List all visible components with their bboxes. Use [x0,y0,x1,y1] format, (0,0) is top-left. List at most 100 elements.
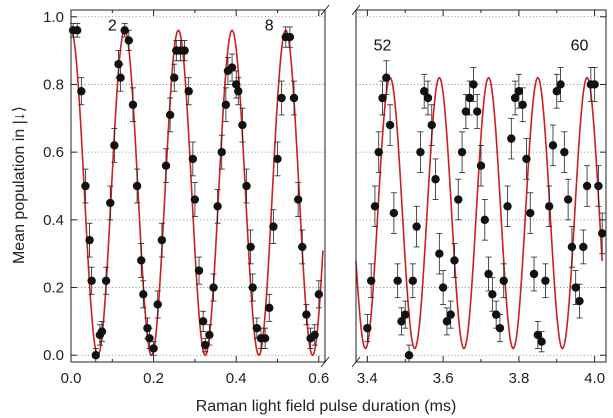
data-point [153,300,162,309]
tick-labels: 0.0 0.2 0.4 0.6 3.4 3.6 3.8 4.0 0.0 0.2 0.4 0.6 0.8 1… [43,9,605,387]
data-point [499,276,508,285]
period-annotation: 8 [265,17,274,34]
break-slash [320,356,330,368]
data-point [128,100,138,109]
data-point [446,310,455,319]
data-point [180,46,189,55]
data-point [484,269,493,279]
data-point [188,154,198,164]
x-tick-label: 3.4 [357,370,378,387]
x-tick-label: 3.8 [508,370,529,387]
data-point [382,73,391,82]
data-point [137,256,146,265]
data-point [234,87,243,96]
data-point [205,330,214,340]
axis-break-gap [326,358,355,366]
y-tick-label: 1.0 [43,9,64,26]
data-point [427,120,436,130]
data-point [101,276,111,285]
data-point [457,147,467,157]
data-point [165,110,175,120]
break-slash [351,4,361,16]
data-point [552,87,561,96]
data-point [269,222,278,231]
data-point [217,147,226,157]
data-point [149,344,158,353]
data-point [201,340,210,350]
data-point [431,175,440,184]
data-point [571,283,580,292]
data-point [248,283,257,292]
data-point [594,181,603,191]
data-point [289,93,299,103]
data-point [567,242,577,252]
data-point [374,147,383,157]
data-point [397,317,406,326]
data-point [503,202,512,211]
data-point [285,32,295,42]
data-point [416,147,425,157]
data-point [393,276,402,285]
data-point [157,235,167,245]
data-point [198,317,208,326]
y-tick-label: 0.6 [43,144,64,161]
data-point [378,93,387,103]
data-point [473,107,482,116]
data-point [590,80,599,89]
data-point [232,80,241,89]
data-point [213,202,222,211]
fit-curve-left [70,29,324,357]
data-point [563,195,573,204]
data-point [438,283,448,292]
data-point [265,303,274,313]
data-point [273,154,282,164]
data-point [548,141,558,150]
data-point [106,198,115,208]
data-point [491,310,501,319]
data-point [579,242,588,252]
data-point [408,276,418,285]
data-point [556,80,565,89]
data-point [507,134,516,143]
data-point [495,323,505,333]
data-point [221,100,231,109]
data-point [85,235,94,245]
error-bars [70,23,606,363]
data-point [510,93,520,103]
data-point [91,351,100,360]
break-slash [351,356,361,368]
period-annotation: 52 [374,38,392,55]
period-annotation: 60 [571,38,589,55]
data-point [302,310,311,319]
data-point [298,242,307,252]
period-annotation: 2 [108,17,117,34]
x-tick-label: 0.0 [61,370,82,387]
data-point [389,208,399,218]
data-point [544,202,554,211]
data-point [310,330,319,340]
data-point [194,266,204,275]
y-axis-title: Mean population in |↓⟩ [11,106,28,264]
x-tick-label: 0.4 [226,370,247,387]
data-point [246,242,255,252]
data-point [139,290,148,299]
data-point [423,93,433,103]
break-slash [320,4,330,16]
data-point [465,93,474,103]
data-point [533,330,543,340]
data-point [124,36,134,45]
data-point [114,59,123,69]
data-point [522,154,531,164]
data-point [404,351,414,360]
data-point [238,120,247,130]
data-point [252,323,262,333]
data-point [116,73,125,82]
data-point [537,337,546,346]
axis-break-marks [320,4,361,368]
data-point [582,181,592,191]
data-point [77,87,86,96]
data-point [209,283,218,292]
y-tick-label: 0.2 [43,280,64,297]
y-tick-label: 0.4 [43,212,64,229]
data-point [514,87,524,96]
